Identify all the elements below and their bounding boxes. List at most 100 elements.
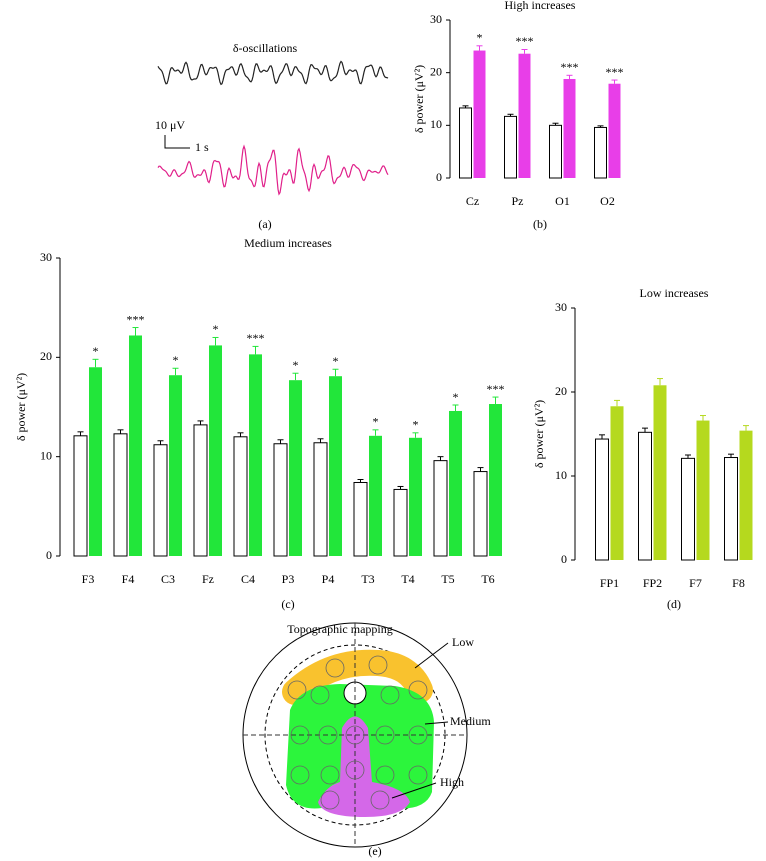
bar bbox=[169, 375, 182, 556]
y-axis-label: δ power (μV²) bbox=[14, 373, 28, 441]
bar bbox=[595, 438, 609, 561]
bar bbox=[518, 53, 531, 178]
significance: * bbox=[453, 390, 459, 404]
significance: *** bbox=[127, 312, 145, 326]
bar bbox=[129, 335, 142, 556]
scale-x-label: 1 s bbox=[195, 140, 209, 154]
bar bbox=[329, 376, 342, 556]
significance: *** bbox=[247, 331, 265, 345]
bar bbox=[89, 367, 102, 556]
panel-a-caption: (a) bbox=[258, 217, 271, 231]
bar bbox=[113, 433, 128, 557]
bar bbox=[563, 78, 576, 178]
x-tick-label: Pz bbox=[512, 194, 524, 208]
bar bbox=[209, 345, 222, 556]
x-tick-label: T6 bbox=[481, 572, 494, 586]
pointer bbox=[391, 782, 437, 799]
significance: * bbox=[213, 322, 219, 336]
y-tick-label: 30 bbox=[40, 250, 52, 264]
bar bbox=[353, 481, 368, 557]
pointer bbox=[414, 642, 449, 669]
significance: *** bbox=[561, 60, 579, 74]
y-axis-label: δ power (μV²) bbox=[412, 65, 426, 133]
high-region bbox=[318, 716, 410, 817]
medium-region bbox=[286, 684, 434, 809]
x-tick-label: FP1 bbox=[600, 576, 619, 590]
significance: * bbox=[477, 31, 483, 45]
bar bbox=[313, 442, 328, 557]
chart-title: Low increases bbox=[640, 286, 709, 300]
bar bbox=[653, 385, 667, 560]
bar bbox=[610, 406, 624, 560]
x-tick-label: Fz bbox=[202, 572, 214, 586]
bar bbox=[696, 420, 710, 560]
significance: *** bbox=[487, 382, 505, 396]
pointer bbox=[424, 721, 449, 725]
panel-a-title: δ-oscillations bbox=[233, 41, 298, 55]
x-tick-label: FP2 bbox=[643, 576, 662, 590]
x-tick-label: P3 bbox=[282, 572, 295, 586]
bar bbox=[409, 437, 422, 556]
x-tick-label: C4 bbox=[241, 572, 255, 586]
x-tick-label: T5 bbox=[441, 572, 454, 586]
significance: * bbox=[333, 354, 339, 368]
caption: (b) bbox=[533, 217, 547, 231]
bar bbox=[638, 431, 652, 561]
x-tick-label: T4 bbox=[401, 572, 414, 586]
topographic-map bbox=[242, 622, 468, 848]
y-tick-label: 0 bbox=[561, 552, 567, 566]
bar bbox=[473, 50, 486, 179]
scale-bar bbox=[164, 135, 190, 149]
bar bbox=[193, 424, 208, 557]
bar bbox=[489, 404, 502, 556]
bar bbox=[393, 488, 408, 557]
y-tick-label: 0 bbox=[46, 548, 52, 562]
bar bbox=[289, 380, 302, 556]
low-region bbox=[282, 649, 433, 705]
bar bbox=[594, 126, 607, 179]
y-tick-label: 10 bbox=[555, 468, 567, 482]
y-tick-label: 10 bbox=[40, 448, 52, 462]
electrodes bbox=[287, 655, 428, 810]
y-tick-label: 20 bbox=[40, 349, 52, 363]
chart-title: Medium increases bbox=[244, 236, 332, 250]
x-tick-label: F7 bbox=[689, 576, 702, 590]
chart-title: High increases bbox=[505, 0, 576, 12]
bar bbox=[608, 83, 621, 178]
bar bbox=[473, 471, 488, 557]
y-axis-label: δ power (μV²) bbox=[532, 400, 546, 468]
bar bbox=[739, 430, 753, 560]
bar bbox=[73, 435, 88, 557]
bar bbox=[449, 410, 462, 556]
significance: * bbox=[293, 358, 299, 372]
region-label: Medium bbox=[450, 714, 491, 728]
significance: * bbox=[93, 344, 99, 358]
x-tick-label: F3 bbox=[82, 572, 95, 586]
bar bbox=[724, 457, 738, 561]
x-tick-label: C3 bbox=[161, 572, 175, 586]
y-tick-label: 20 bbox=[430, 64, 442, 78]
bar bbox=[433, 460, 448, 557]
x-tick-label: T3 bbox=[361, 572, 374, 586]
x-tick-label: Cz bbox=[466, 194, 479, 208]
x-tick-label: O1 bbox=[555, 194, 570, 208]
y-tick-label: 30 bbox=[430, 12, 442, 26]
y-tick-label: 0 bbox=[436, 170, 442, 184]
black-trace bbox=[157, 60, 389, 86]
panel-e-title: Topographic mapping bbox=[287, 622, 392, 636]
y-tick-label: 10 bbox=[430, 117, 442, 131]
panel-e-caption: (e) bbox=[368, 844, 381, 858]
y-tick-label: 20 bbox=[555, 384, 567, 398]
significance: * bbox=[373, 415, 379, 429]
bar bbox=[681, 457, 695, 561]
x-tick-label: F8 bbox=[732, 576, 745, 590]
bar bbox=[273, 443, 288, 557]
bar bbox=[233, 436, 248, 557]
significance: *** bbox=[606, 65, 624, 79]
magenta-trace bbox=[157, 144, 389, 196]
y-tick-label: 30 bbox=[555, 300, 567, 314]
x-tick-label: O2 bbox=[600, 194, 615, 208]
x-tick-label: F4 bbox=[122, 572, 135, 586]
bar bbox=[369, 435, 382, 556]
